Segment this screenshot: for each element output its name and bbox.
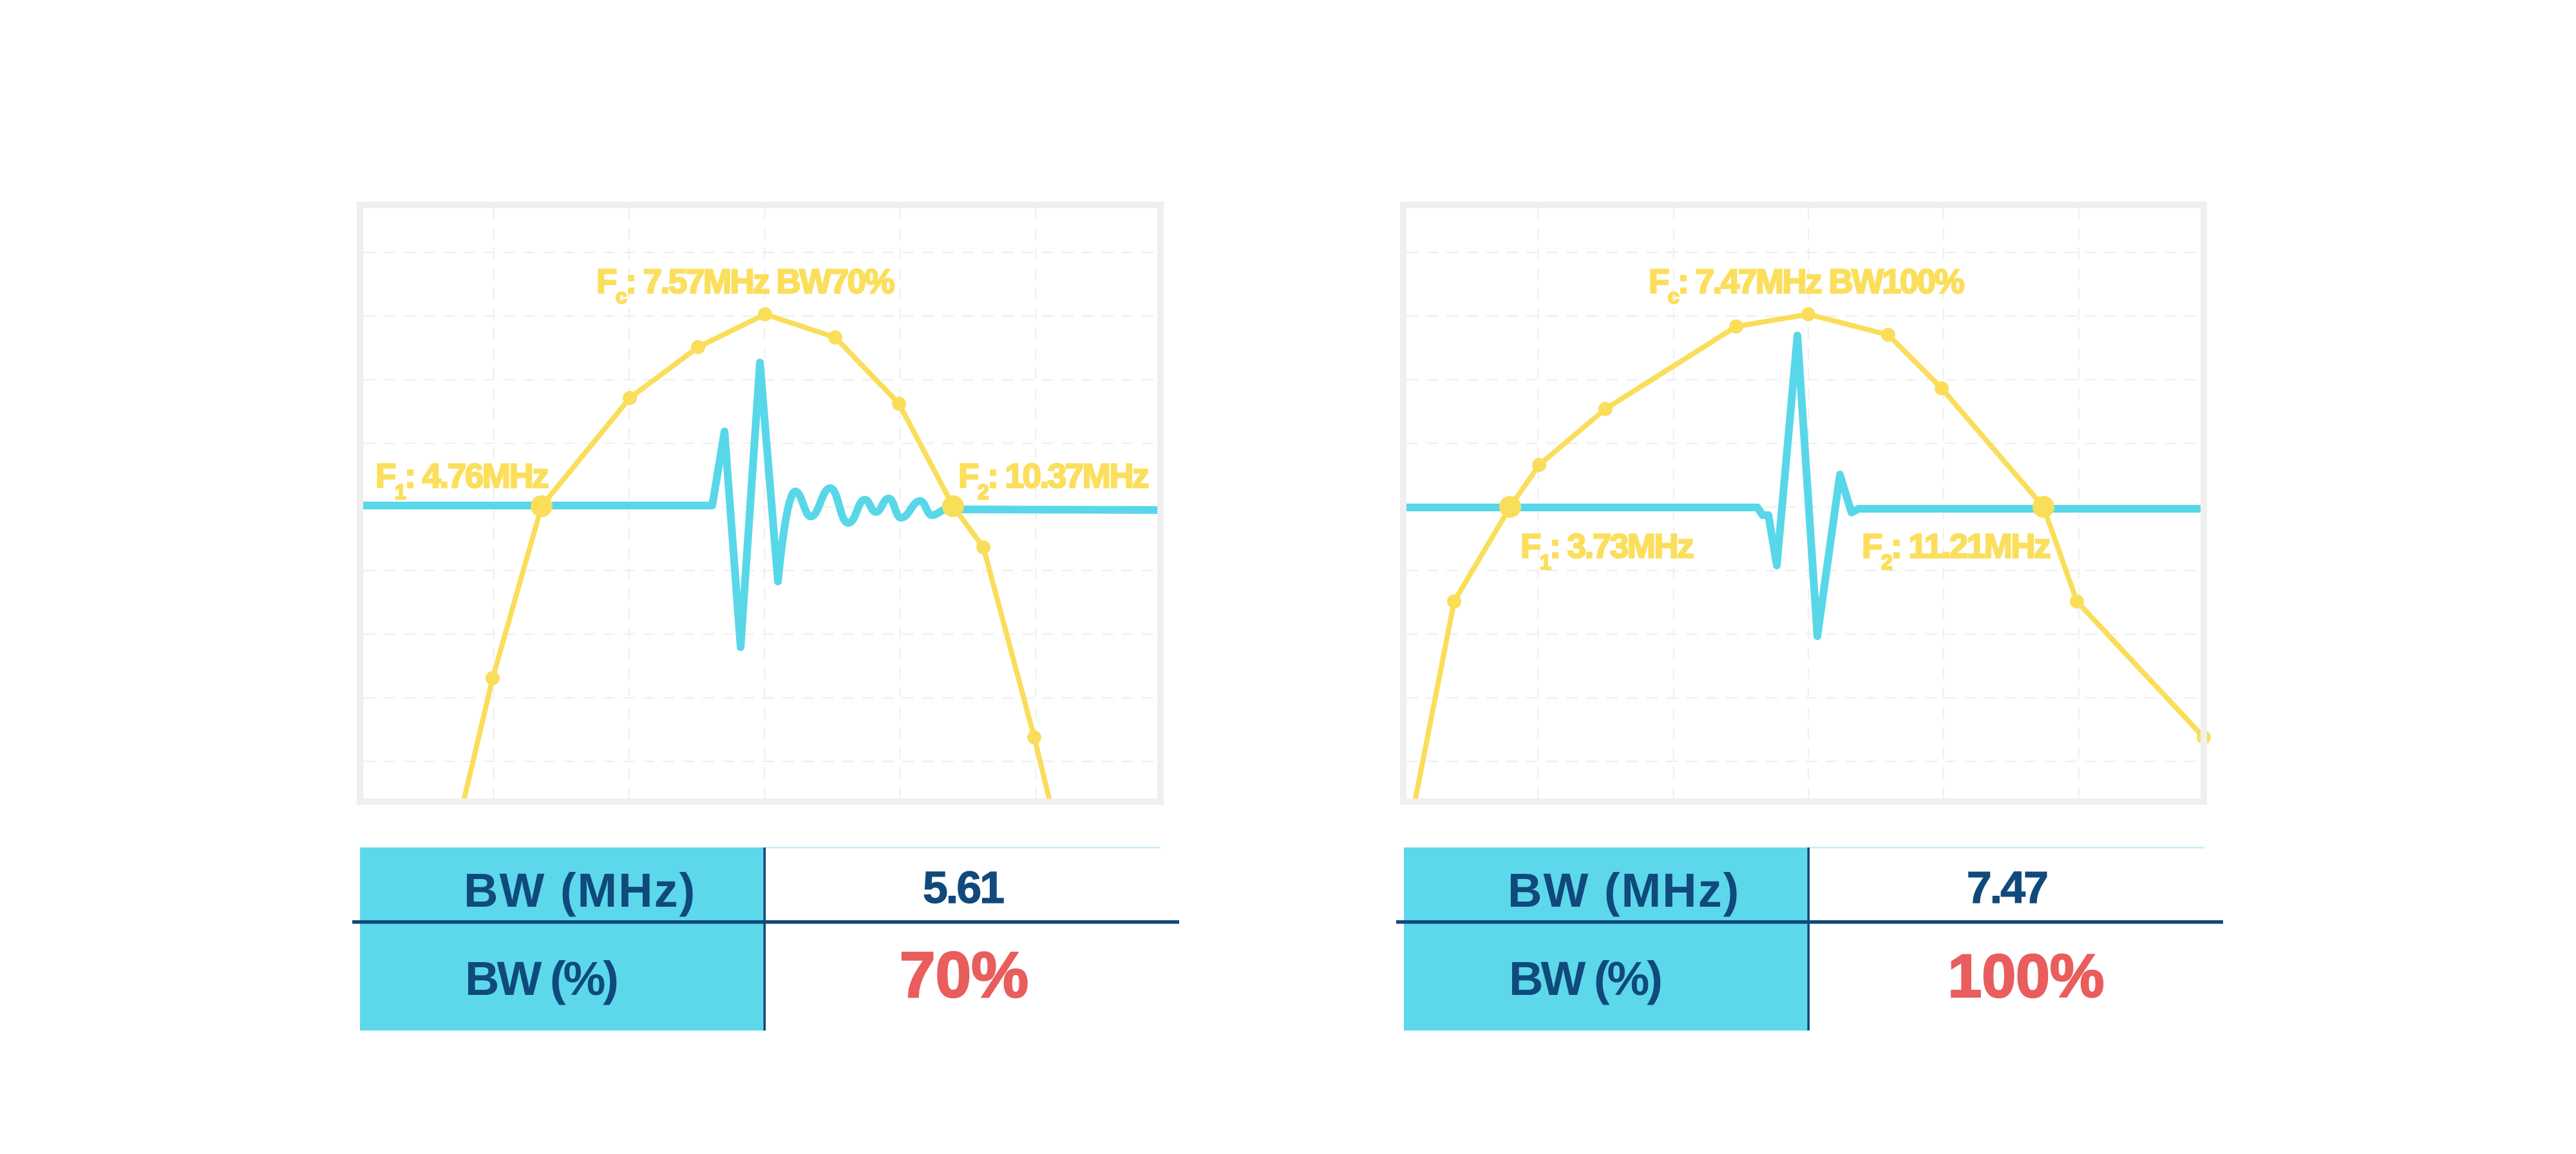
svg-text:F1: 4.76MHz: F1: 4.76MHz	[375, 457, 548, 504]
svg-text:F1: 3.73MHz: F1: 3.73MHz	[1520, 527, 1693, 574]
svg-text:5.61: 5.61	[923, 862, 1003, 913]
svg-text:7.47: 7.47	[1967, 862, 2047, 913]
svg-text:Fc: 7.57MHz BW70%: Fc: 7.57MHz BW70%	[596, 263, 895, 308]
svg-text:70%: 70%	[900, 939, 1028, 1011]
svg-text:F2: 11.21MHz: F2: 11.21MHz	[1862, 527, 2050, 574]
svg-text:Fc: 7.47MHz BW100%: Fc: 7.47MHz BW100%	[1649, 263, 1964, 308]
svg-text:BW (MHz): BW (MHz)	[1508, 864, 1740, 917]
svg-text:100%: 100%	[1948, 942, 2105, 1010]
svg-text:F2: 10.37MHz: F2: 10.37MHz	[958, 457, 1148, 504]
svg-text:BW (%): BW (%)	[1509, 952, 1660, 1005]
svg-text:BW (%): BW (%)	[465, 952, 616, 1005]
svg-text:BW (MHz): BW (MHz)	[464, 864, 696, 917]
